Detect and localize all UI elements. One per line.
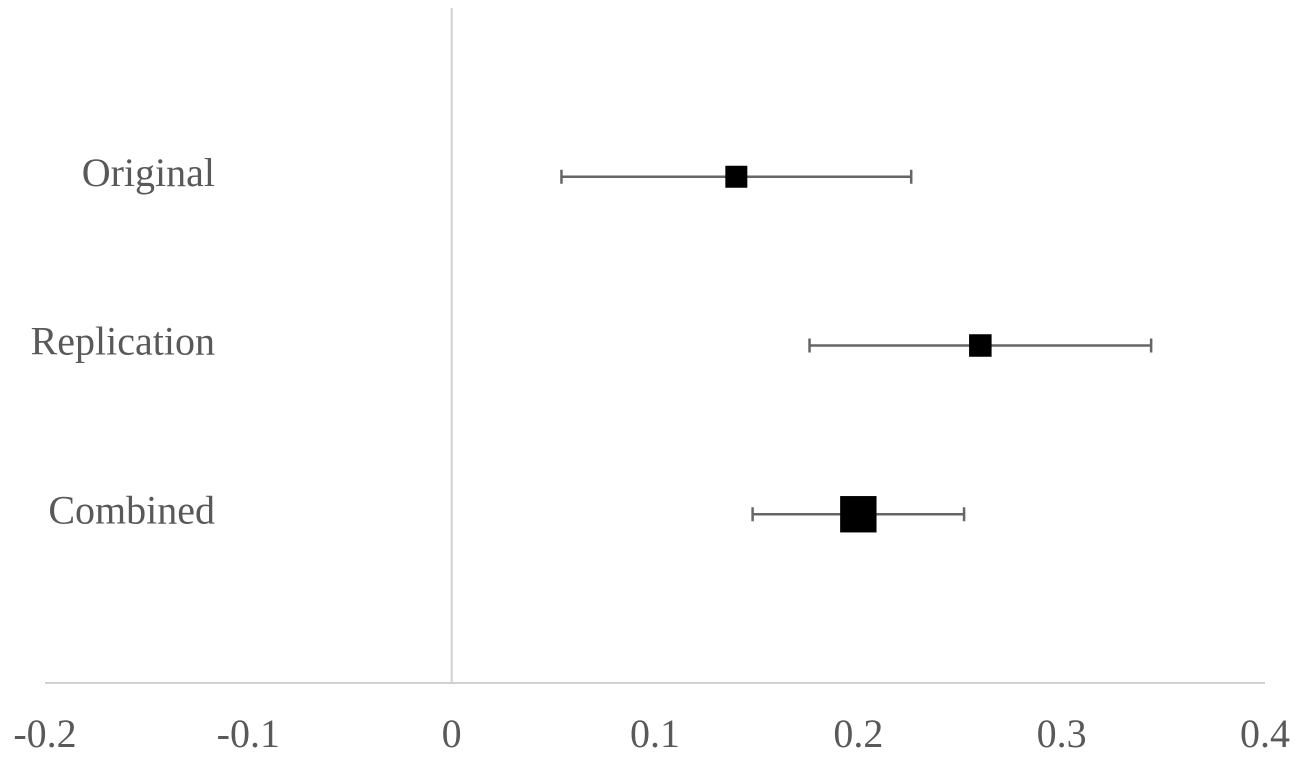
x-tick-label: -0.2	[13, 711, 76, 756]
point-estimate	[969, 334, 992, 357]
category-label: Replication	[31, 319, 215, 364]
x-tick-label: 0	[442, 711, 462, 756]
category-label: Combined	[48, 487, 215, 532]
x-tick-label: 0.2	[833, 711, 883, 756]
point-estimate	[840, 496, 877, 533]
x-tick-label: -0.1	[217, 711, 280, 756]
point-estimate	[725, 165, 748, 188]
x-tick-label: 0.4	[1240, 711, 1290, 756]
x-tick-label: 0.3	[1037, 711, 1087, 756]
category-label: Original	[82, 150, 215, 195]
x-tick-label: 0.1	[630, 711, 680, 756]
